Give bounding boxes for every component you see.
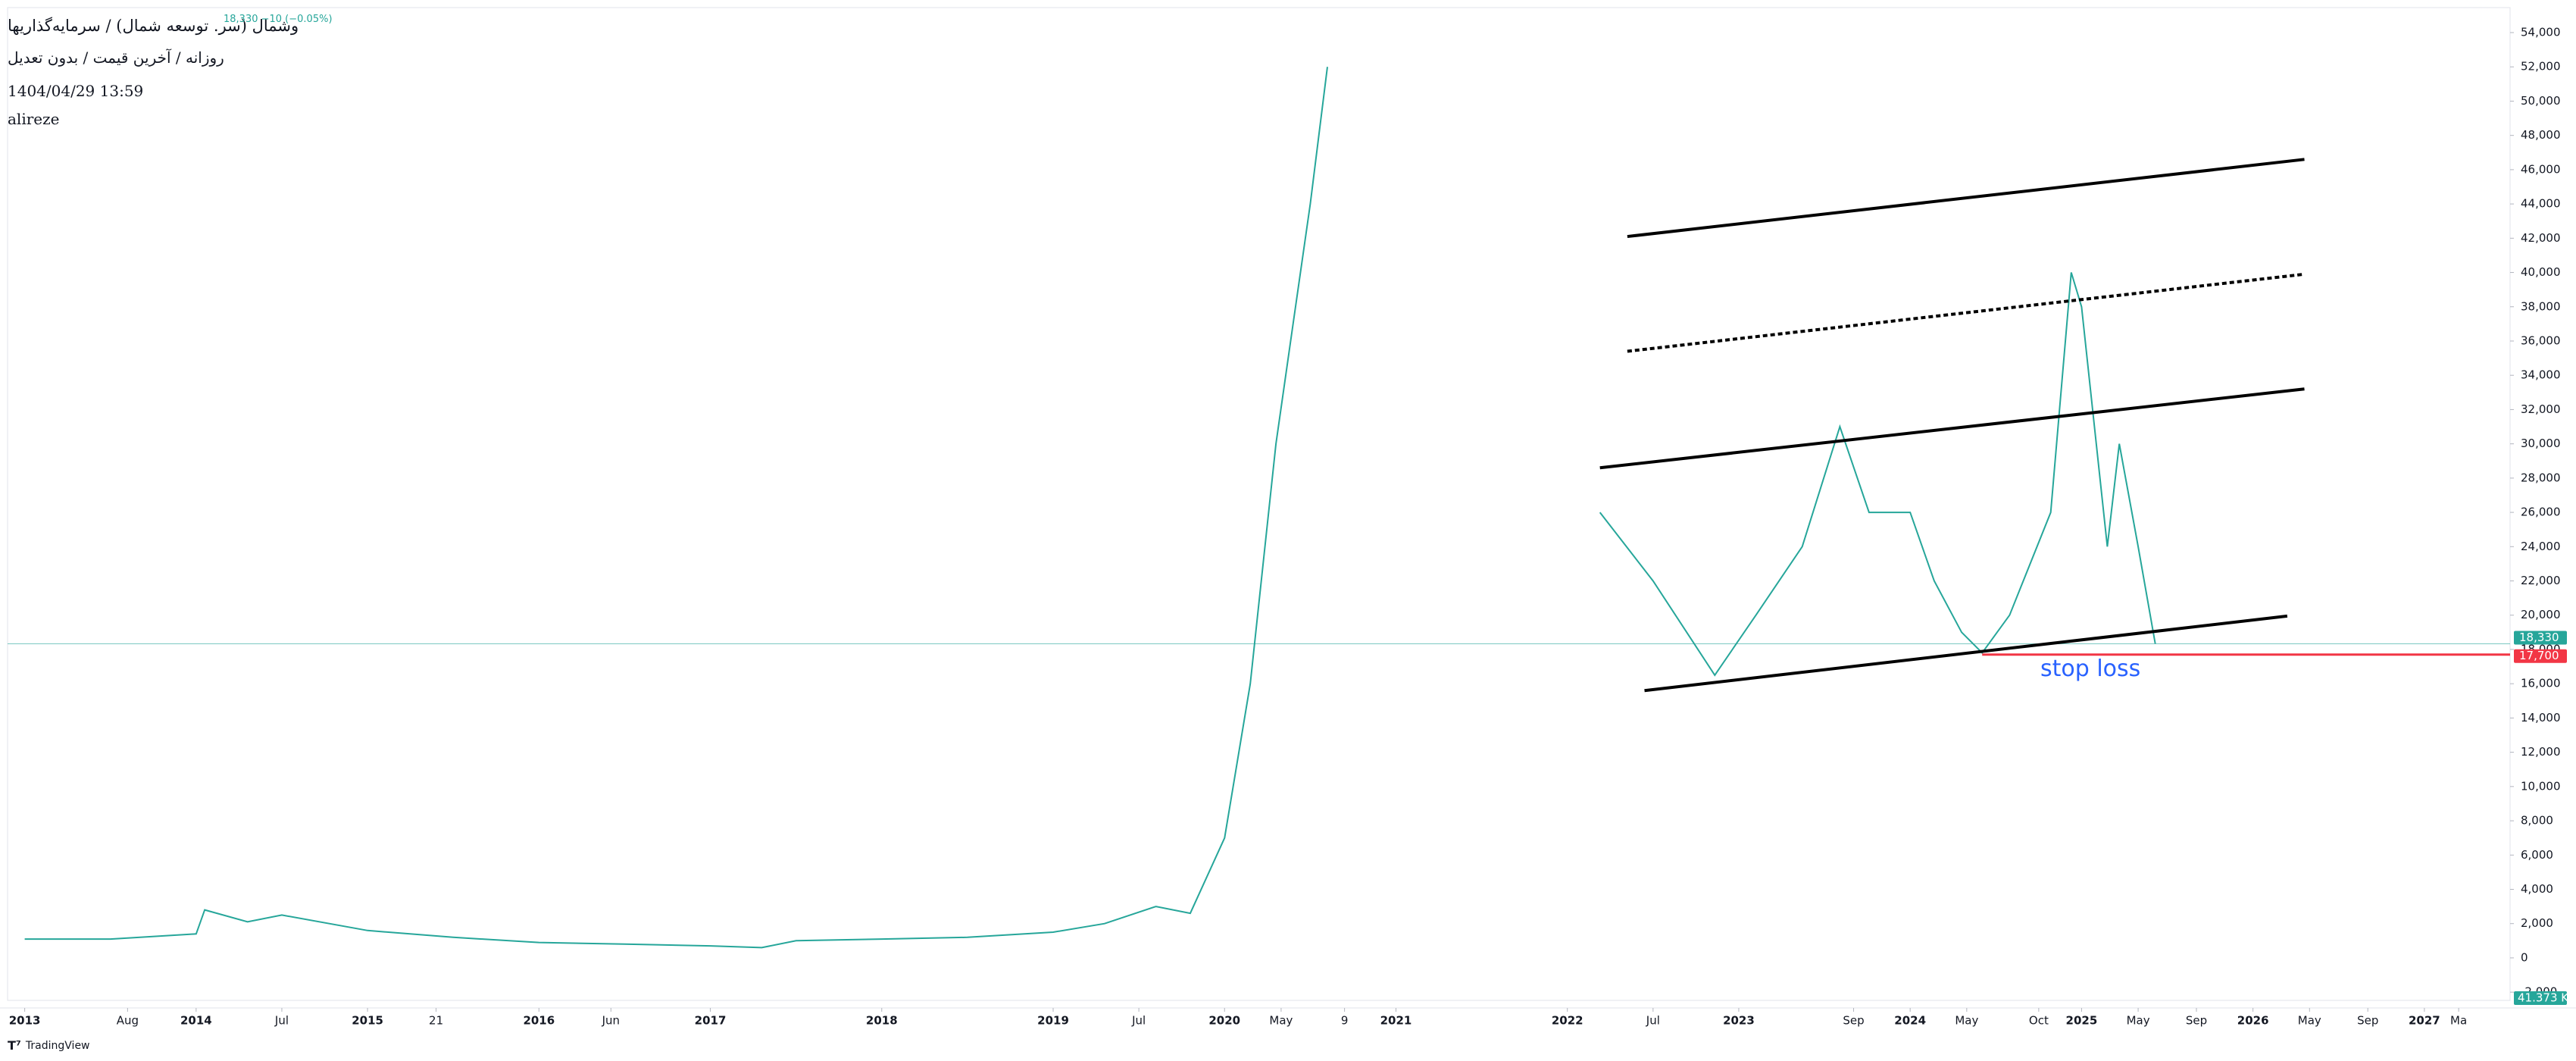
chart-title: وشمال (سر. توسعه شمال) / سرمایه‌گذاریها (8, 17, 299, 35)
y-tick-label: 28,000 (2521, 471, 2561, 484)
y-tick-label: 24,000 (2521, 540, 2561, 553)
x-tick-label: May (2127, 1014, 2150, 1028)
x-tick-label: Sep (2357, 1014, 2378, 1028)
y-tick-label: 44,000 (2521, 197, 2561, 211)
x-tick-label: 2027 (2409, 1014, 2440, 1028)
y-tick-label: 36,000 (2521, 333, 2561, 347)
x-tick-label: Jul (1646, 1014, 1660, 1028)
stop-loss-text: stop loss (2040, 656, 2140, 682)
x-tick-label: Jul (274, 1014, 289, 1028)
x-tick-label: Jul (1131, 1014, 1146, 1028)
y-tick-label: 52,000 (2521, 60, 2561, 74)
y-tick-label: 54,000 (2521, 26, 2561, 39)
plot-frame (7, 7, 2511, 1001)
author: alireze (8, 110, 60, 128)
x-tick-label: 2018 (866, 1014, 898, 1028)
y-tick-label: 42,000 (2521, 231, 2561, 245)
logo: T⁷ (8, 1038, 21, 1053)
x-tick-label: 2015 (352, 1014, 383, 1028)
y-tick-label: 8,000 (2521, 814, 2553, 828)
y-tick-label: 46,000 (2521, 162, 2561, 176)
x-tick-label: Ma (2450, 1014, 2467, 1028)
x-tick-label: 21 (429, 1014, 443, 1028)
x-tick-label: 2016 (523, 1014, 555, 1028)
trendline (1644, 614, 2288, 693)
x-tick-label: May (1269, 1014, 1293, 1028)
x-tick-label: May (2298, 1014, 2321, 1028)
x-tick-label: 2013 (9, 1014, 41, 1028)
stop-loss-box (2514, 649, 2567, 663)
y-tick-label: 32,000 (2521, 402, 2561, 416)
stop-loss-label: 17,700 (2519, 649, 2559, 662)
y-tick-label: 12,000 (2521, 745, 2561, 759)
x-tick-label: May (1955, 1014, 1978, 1028)
x-tick-label: 9 (1341, 1014, 1349, 1028)
y-tick-label: 0 (2521, 950, 2528, 964)
price-box (2514, 631, 2567, 645)
y-tick-label: 30,000 (2521, 437, 2561, 450)
x-tick-label: 2017 (695, 1014, 727, 1028)
x-tick-label: Aug (117, 1014, 139, 1028)
y-tick-label: 14,000 (2521, 711, 2561, 725)
x-tick-label: 2025 (2066, 1014, 2098, 1028)
volume-box (2514, 991, 2567, 1005)
x-tick-label: 2023 (1723, 1014, 1755, 1028)
timestamp: 1404/04/29 13:59 (8, 82, 144, 100)
x-tick-label: 2022 (1552, 1014, 1583, 1028)
x-tick-label: 2020 (1208, 1014, 1240, 1028)
y-tick-label: 20,000 (2521, 608, 2561, 621)
branding-text: TradingView (25, 1039, 90, 1052)
x-tick-label: Sep (1843, 1014, 1864, 1028)
volume-label: 41.373 K (2518, 991, 2569, 1005)
y-tick-label: 48,000 (2521, 128, 2561, 142)
x-tick-label: Sep (2186, 1014, 2207, 1028)
y-tick-label: 4,000 (2521, 882, 2553, 896)
y-tick-label: 26,000 (2521, 505, 2561, 519)
y-tick-label: 34,000 (2521, 368, 2561, 382)
y-tick-label: 2,000 (2521, 916, 2553, 930)
price-label: 18,330 (2519, 631, 2559, 644)
x-tick-label: 2024 (1894, 1014, 1926, 1028)
y-tick-label: 6,000 (2521, 848, 2553, 862)
x-tick-label: 2014 (180, 1014, 212, 1028)
y-tick-label: 22,000 (2521, 574, 2561, 587)
chart-subtitle: روزانه / آخرین قیمت / بدون تعدیل (8, 49, 224, 67)
x-tick-label: 2026 (2237, 1014, 2269, 1028)
y-tick-label: 50,000 (2521, 94, 2561, 108)
x-tick-label: 2019 (1037, 1014, 1069, 1028)
trendline (1599, 387, 2305, 470)
y-tick-label: 10,000 (2521, 779, 2561, 793)
trendline (1627, 272, 2305, 353)
x-tick-label: 2021 (1380, 1014, 1412, 1028)
branding: T⁷ TradingView (8, 1038, 90, 1053)
y-tick-label: 16,000 (2521, 677, 2561, 690)
y-tick-label: 38,000 (2521, 299, 2561, 313)
x-tick-label: Oct (2029, 1014, 2049, 1028)
x-tick-label: Jun (602, 1014, 620, 1028)
price-line-series (24, 67, 2156, 949)
y-tick-label: 40,000 (2521, 265, 2561, 279)
quote: 18,330 −10 (−0.05%) (224, 14, 333, 25)
trendline (1627, 158, 2305, 239)
